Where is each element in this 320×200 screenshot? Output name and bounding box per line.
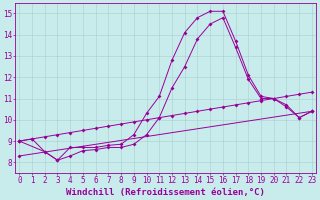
X-axis label: Windchill (Refroidissement éolien,°C): Windchill (Refroidissement éolien,°C) [66, 188, 265, 197]
